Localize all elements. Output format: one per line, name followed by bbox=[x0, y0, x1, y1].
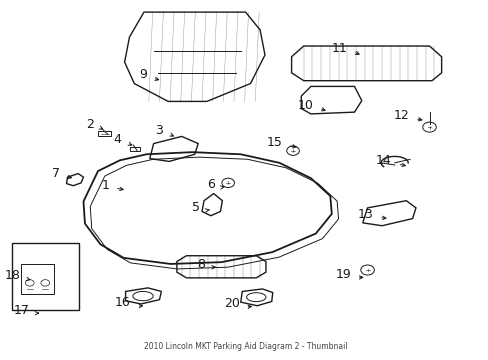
Text: 13: 13 bbox=[357, 208, 373, 221]
Text: 6: 6 bbox=[206, 178, 214, 191]
Text: 3: 3 bbox=[155, 124, 163, 137]
Text: 10: 10 bbox=[297, 99, 313, 112]
Text: 19: 19 bbox=[335, 268, 350, 281]
Text: 18: 18 bbox=[5, 269, 21, 282]
Text: 4: 4 bbox=[114, 134, 122, 147]
Bar bbox=[130, 148, 140, 152]
Text: 1: 1 bbox=[101, 179, 109, 192]
Text: 8: 8 bbox=[197, 258, 204, 271]
Text: 14: 14 bbox=[375, 154, 391, 167]
Text: 9: 9 bbox=[139, 68, 146, 81]
Text: 16: 16 bbox=[115, 296, 131, 309]
Text: 2: 2 bbox=[85, 118, 93, 131]
Bar bbox=[21, 264, 54, 294]
Text: 11: 11 bbox=[331, 42, 346, 55]
Text: 17: 17 bbox=[14, 303, 30, 316]
Text: 5: 5 bbox=[192, 201, 200, 213]
Text: 2010 Lincoln MKT Parking Aid Diagram 2 - Thumbnail: 2010 Lincoln MKT Parking Aid Diagram 2 -… bbox=[143, 342, 346, 351]
Bar bbox=[98, 131, 111, 136]
Text: 7: 7 bbox=[52, 167, 60, 180]
Text: 20: 20 bbox=[224, 297, 239, 310]
Text: 12: 12 bbox=[393, 109, 408, 122]
Text: 15: 15 bbox=[266, 136, 282, 149]
